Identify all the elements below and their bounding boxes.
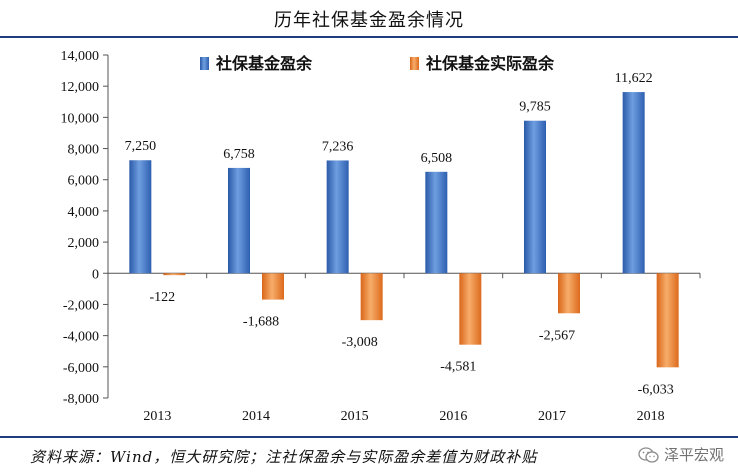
- bar-actual-surplus: [360, 273, 383, 321]
- y-tick-label: 12,000: [61, 80, 100, 95]
- source-note: 资料来源：Wind，恒大研究院；注社保盈余与实际盈余差值为财政补贴: [30, 448, 538, 466]
- x-tick-label: 2017: [538, 409, 566, 424]
- y-tick-label: 0: [92, 267, 99, 282]
- bar-actual-surplus: [558, 273, 580, 314]
- data-label: -6,033: [638, 382, 674, 397]
- bar-surplus: [129, 160, 152, 274]
- chart-area: 14,000 12,000 10,000 8,000 6,000 4,000 2,000 0 -…: [0, 38, 738, 432]
- bar-actual-surplus: [656, 273, 679, 368]
- y-tick-label: -6,000: [63, 361, 99, 376]
- y-tick-label: 4,000: [68, 205, 100, 220]
- y-tick-label: 6,000: [68, 174, 100, 189]
- data-label: 9,785: [519, 100, 551, 115]
- watermark-text: 泽平宏观: [663, 446, 724, 464]
- footer: 资料来源：Wind，恒大研究院；注社保盈余与实际盈余差值为财政补贴 泽平宏观: [0, 436, 738, 474]
- y-tick-label: -8,000: [63, 392, 99, 407]
- data-label: -3,008: [342, 335, 378, 350]
- data-label: 6,508: [421, 151, 453, 166]
- y-tick-label: -4,000: [63, 330, 99, 345]
- bar-chart: 14,000 12,000 10,000 8,000 6,000 4,000 2,000 0 -…: [61, 49, 701, 424]
- watermark: 泽平宏观: [638, 444, 724, 465]
- legend-label: 社保基金实际盈余: [425, 54, 555, 73]
- data-label: 7,236: [322, 139, 354, 154]
- bar-actual-surplus: [163, 273, 186, 276]
- data-label: 7,250: [125, 139, 157, 154]
- bar-actual-surplus: [459, 273, 482, 345]
- x-tick-label: 2014: [242, 409, 270, 424]
- x-tick-label: 2016: [439, 409, 467, 424]
- bar-surplus: [622, 92, 645, 274]
- y-tick-label: 10,000: [61, 111, 100, 126]
- legend-label: 社保基金盈余: [215, 54, 313, 73]
- data-label: -2,567: [539, 328, 575, 343]
- data-label: -4,581: [440, 360, 476, 375]
- x-tick-label: 2018: [637, 409, 665, 424]
- legend-swatch: [410, 57, 419, 70]
- y-tick-label: -2,000: [63, 298, 99, 313]
- bar-surplus: [425, 171, 448, 274]
- y-tick-label: 8,000: [68, 143, 100, 158]
- data-label: -1,688: [243, 315, 279, 330]
- title-bar: 历年社保基金盈余情况: [0, 0, 738, 38]
- wechat-icon: [638, 446, 659, 463]
- chart-title: 历年社保基金盈余情况: [274, 10, 464, 31]
- y-tick-label: 2,000: [68, 236, 100, 251]
- x-tick-label: 2015: [341, 409, 369, 424]
- data-label: 6,758: [223, 147, 255, 162]
- bar-surplus: [326, 160, 349, 274]
- data-label: 11,622: [615, 71, 653, 86]
- legend-swatch: [200, 57, 209, 70]
- bar-actual-surplus: [262, 273, 284, 300]
- bar-surplus: [228, 167, 250, 274]
- y-tick-label: 14,000: [61, 49, 100, 64]
- data-label: -122: [149, 290, 175, 305]
- bar-surplus: [524, 120, 546, 274]
- x-tick-label: 2013: [143, 409, 171, 424]
